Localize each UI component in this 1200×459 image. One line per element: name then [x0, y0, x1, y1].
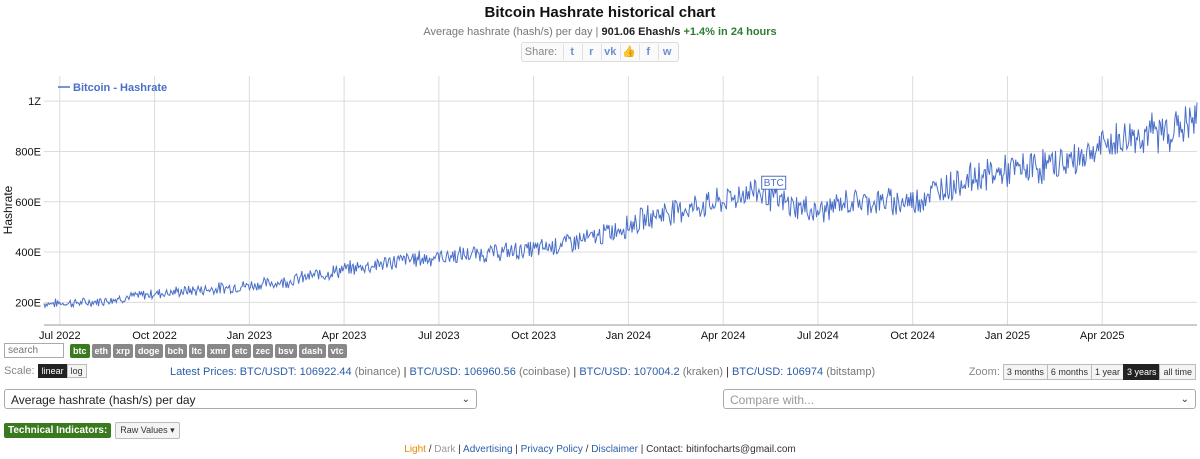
zoom-all-time-button[interactable]: all time [1159, 364, 1196, 380]
prices-label: Latest Prices: [170, 366, 237, 378]
coin-eth-button[interactable]: eth [91, 343, 111, 358]
y-axis: 200E 400E 600E 800E 1Z [15, 96, 41, 309]
annotation-box [761, 175, 787, 190]
y-tick-label: 400E [15, 247, 41, 259]
chart-grid [44, 76, 1197, 325]
coin-dash-button[interactable]: dash [298, 343, 326, 358]
page-title: Bitcoin Hashrate historical chart [484, 4, 716, 21]
zoom-label: Zoom: [968, 366, 1000, 378]
coin-etc-button[interactable]: etc [231, 343, 251, 358]
raw-values-dropdown[interactable]: Raw Values ▾ [115, 422, 180, 439]
reddit-icon[interactable]: r [582, 44, 599, 60]
metric-select-value: Average hashrate (hash/s) per day [11, 393, 196, 407]
x-tick-label: Jul 2022 [39, 330, 81, 342]
scale-control: Scale: linear log [4, 364, 87, 378]
coin-xmr-button[interactable]: xmr [207, 343, 230, 358]
y-axis-label: Hashrate [1, 185, 15, 234]
x-tick-label: Apr 2023 [322, 330, 367, 342]
theme-light-link[interactable]: Light [404, 444, 426, 455]
price-binance[interactable]: BTC/USDT: 106922.44 (binance) [239, 366, 401, 378]
price-bitstamp[interactable]: BTC/USD: 106974 (bitstamp) [732, 366, 876, 378]
latest-prices: Latest Prices: BTC/USDT: 106922.44 (bina… [170, 366, 876, 378]
compare-select[interactable]: Compare with... ⌄ [723, 389, 1196, 409]
x-tick-label: Jul 2024 [797, 330, 839, 342]
y-tick-label: 1Z [28, 96, 41, 108]
share-bar: Share: t r vk 👍 f w [520, 42, 680, 62]
scale-log-button[interactable]: log [66, 364, 87, 378]
legend[interactable]: Bitcoin - Hashrate [58, 82, 167, 94]
annotation-label: BTC [764, 178, 784, 189]
coin-bch-button[interactable]: bch [164, 343, 187, 358]
facebook-icon[interactable]: f [639, 44, 656, 60]
chevron-down-icon: ⌄ [461, 394, 470, 405]
chart-header: Bitcoin Hashrate historical chart Averag… [0, 4, 1200, 62]
legend-label: Bitcoin - Hashrate [73, 82, 167, 94]
hashrate-chart[interactable]: 200E 400E 600E 800E 1Z Jul 2022 Oct 2022 Jan 2… [0, 76, 1200, 346]
zoom-control: Zoom: 3 months 6 months 1 year 3 years a… [969, 364, 1196, 380]
like-icon[interactable]: 👍 [620, 44, 637, 60]
coin-doge-button[interactable]: doge [135, 343, 163, 358]
search-input[interactable] [4, 343, 64, 358]
compare-placeholder: Compare with... [730, 393, 815, 407]
x-axis: Jul 2022 Oct 2022 Jan 2023 Apr 2023 Jul 2023… [39, 324, 1197, 342]
metric-select[interactable]: Average hashrate (hash/s) per day ⌄ [4, 389, 477, 409]
change-24h: +1.4% in 24 hours [683, 26, 777, 38]
contact-text: Contact: bitinfocharts@gmail.com [646, 444, 796, 455]
zoom-3-years-button[interactable]: 3 years [1122, 364, 1161, 380]
subtitle-prefix: Average hashrate (hash/s) per day | [423, 26, 599, 38]
btc-annotation[interactable]: BTC [761, 175, 787, 190]
x-tick-label: Oct 2023 [511, 330, 556, 342]
x-tick-label: Jan 2025 [985, 330, 1030, 342]
footer: Light / Dark | Advertising | Privacy Pol… [404, 444, 796, 455]
y-tick-label: 600E [15, 197, 41, 209]
series-line-hashrate [43, 102, 1198, 309]
theme-dark-link[interactable]: Dark [434, 444, 456, 455]
scale-label: Scale: [4, 365, 35, 377]
zoom-1-year-button[interactable]: 1 year [1090, 364, 1124, 380]
technical-indicators: Technical Indicators: Raw Values ▾ [4, 422, 180, 439]
advertising-link[interactable]: Advertising [463, 444, 513, 455]
coin-list: btc eth xrp doge bch ltc xmr etc zec bsv dash vtc [70, 343, 347, 358]
coin-vtc-button[interactable]: vtc [327, 343, 347, 358]
coin-btc-button[interactable]: btc [70, 343, 90, 358]
current-hashrate: 901.06 Ehash/s [601, 26, 681, 38]
x-tick-label: Oct 2022 [132, 330, 177, 342]
price-coinbase[interactable]: BTC/USD: 106960.56 (coinbase) [409, 366, 571, 378]
twitter-icon[interactable]: t [563, 44, 580, 60]
zoom-3-months-button[interactable]: 3 months [1002, 364, 1048, 380]
x-tick-label: Jul 2023 [418, 330, 460, 342]
disclaimer-link[interactable]: Disclaimer [591, 444, 638, 455]
share-label: Share: [524, 46, 558, 58]
weibo-icon[interactable]: w [658, 44, 675, 60]
y-tick-label: 800E [15, 146, 41, 158]
price-kraken[interactable]: BTC/USD: 107004.2 (kraken) [579, 366, 724, 378]
subtitle: Average hashrate (hash/s) per day | 901.… [0, 26, 1200, 38]
zoom-6-months-button[interactable]: 6 months [1046, 364, 1092, 380]
scale-linear-button[interactable]: linear [37, 364, 68, 378]
coin-xrp-button[interactable]: xrp [113, 343, 134, 358]
coin-ltc-button[interactable]: ltc [188, 343, 206, 358]
chevron-down-icon: ⌄ [1180, 394, 1189, 405]
vk-icon[interactable]: vk [601, 44, 618, 60]
coin-bsv-button[interactable]: bsv [275, 343, 297, 358]
privacy-policy-link[interactable]: Privacy Policy [520, 444, 583, 455]
x-tick-label: Oct 2024 [890, 330, 935, 342]
technical-indicators-button[interactable]: Technical Indicators: [4, 423, 112, 438]
y-tick-label: 200E [15, 297, 41, 309]
x-tick-label: Jan 2023 [227, 330, 272, 342]
x-tick-label: Jan 2024 [606, 330, 651, 342]
x-tick-label: Apr 2024 [701, 330, 746, 342]
x-tick-label: Apr 2025 [1080, 330, 1125, 342]
coin-zec-button[interactable]: zec [252, 343, 274, 358]
